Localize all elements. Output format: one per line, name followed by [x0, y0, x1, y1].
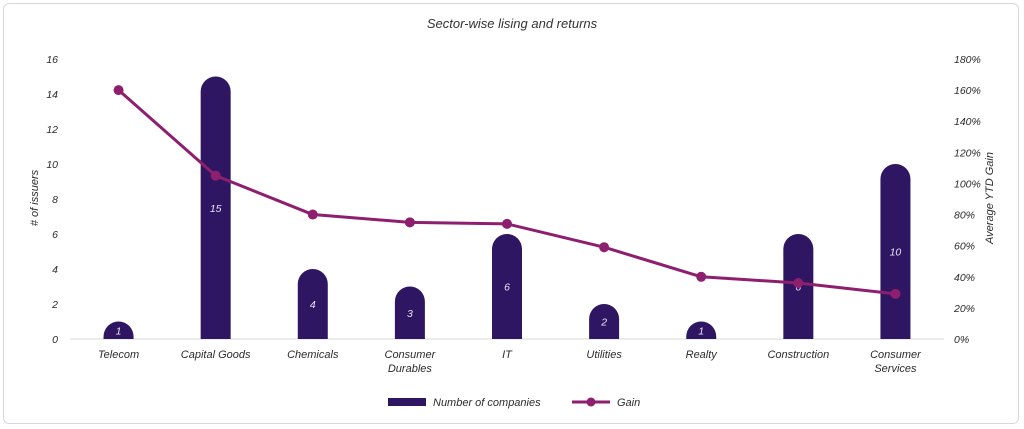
x-tick-label-5: Utilities: [586, 349, 622, 361]
x-tick-label-6: Realty: [686, 349, 719, 361]
bar-8: [880, 164, 911, 339]
y-left-tick-label: 16: [46, 54, 58, 66]
legend-swatch-bars: [388, 398, 426, 406]
y-axis-right-title: Average YTD Gain: [984, 152, 996, 245]
bars-group: [103, 76, 911, 340]
bar-0: [103, 321, 134, 339]
x-tick-label-3: Consumer Durables: [385, 349, 437, 375]
gain-point-2: [307, 209, 318, 220]
y-axis-left-title: # of issuers: [29, 169, 41, 226]
y-right-tick-label: 80%: [954, 210, 975, 222]
bar-data-label-5: 2: [600, 317, 607, 329]
x-ticks-group: Telecom Capital Goods Chemicals Consumer Dur…: [98, 349, 922, 375]
chart-frame: [3, 3, 1019, 424]
y-left-tick-label: 4: [52, 264, 58, 276]
x-tick-label-2: Chemicals: [287, 349, 339, 361]
bar-data-label-0: 1: [116, 325, 122, 337]
x-tick-label-7: Construction: [767, 349, 829, 361]
gain-line-group: [113, 85, 901, 299]
y-left-tick-label: 2: [51, 299, 58, 311]
bar-data-label-8: 10: [890, 247, 902, 259]
bar-data-label-1: 15: [210, 203, 222, 215]
bar-data-label-6: 1: [698, 325, 704, 337]
y-right-ticks-group: 0% 20% 40% 60% 80% 100% 120% 140% 160% 180%: [953, 54, 981, 346]
gain-point-0: [113, 85, 124, 96]
y-right-tick-label: 140%: [954, 116, 981, 128]
legend: Number of companies Gain: [388, 397, 640, 409]
gain-point-7: [793, 278, 804, 288]
gain-point-3: [404, 217, 415, 228]
gain-point-4: [502, 218, 512, 229]
gain-point-6: [696, 271, 707, 282]
bar-4: [492, 234, 522, 339]
y-right-tick-label: 0%: [954, 334, 969, 346]
legend-label-line: Gain: [617, 397, 640, 409]
y-right-tick-label: 180%: [954, 54, 981, 66]
bar-data-label-3: 3: [407, 308, 413, 320]
y-left-tick-label: 10: [46, 159, 58, 171]
y-right-tick-label: 100%: [954, 178, 981, 190]
y-left-tick-label: 12: [46, 124, 58, 136]
gain-point-8: [890, 288, 901, 299]
y-left-tick-label: 0: [52, 334, 58, 346]
legend-swatch-point: [586, 397, 596, 407]
y-right-tick-label: 20%: [953, 303, 975, 315]
x-tick-label-1: Capital Goods: [181, 349, 251, 361]
x-tick-label-4: IT: [502, 349, 513, 361]
bar-1: [200, 76, 231, 340]
x-tick-label-0: Telecom: [98, 349, 139, 361]
y-right-tick-label: 40%: [954, 272, 975, 284]
gain-point-5: [599, 242, 610, 253]
y-right-tick-label: 120%: [954, 147, 981, 159]
bar-data-label-2: 4: [310, 299, 316, 311]
bar-3: [394, 286, 425, 339]
chart-title: Sector-wise lising and returns: [427, 16, 598, 31]
bar-2: [297, 269, 328, 339]
y-right-tick-label: 160%: [954, 85, 981, 97]
bar-5: [589, 304, 620, 339]
y-left-tick-label: 14: [46, 89, 58, 101]
y-left-ticks-group: 0 2 4 6 8 10 12 14 16: [46, 54, 58, 346]
y-right-tick-label: 60%: [954, 241, 975, 253]
y-left-tick-label: 8: [52, 194, 58, 206]
bar-6: [686, 321, 717, 339]
y-left-tick-label: 6: [52, 229, 58, 241]
x-tick-label-8: Consumer Services: [870, 349, 922, 375]
gain-point-1: [210, 170, 221, 181]
bar-data-label-4: 6: [504, 282, 510, 294]
legend-label-bars: Number of companies: [433, 397, 541, 409]
